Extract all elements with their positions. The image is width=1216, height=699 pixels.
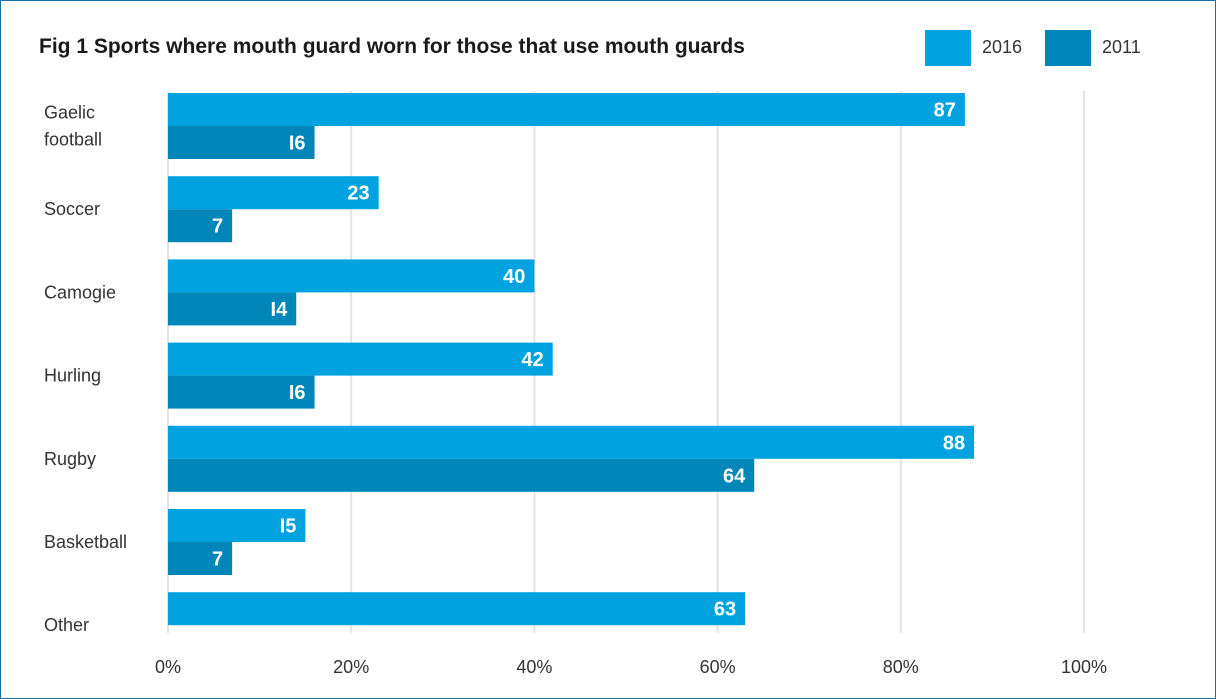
bar-2011 <box>168 375 315 409</box>
data-label-2016: 87 <box>934 100 956 122</box>
legend-label-2016: 2016 <box>982 37 1023 57</box>
category-label: Soccer <box>44 199 100 219</box>
x-tick-label: 100% <box>1061 657 1107 677</box>
data-label-2016: 23 <box>347 183 369 205</box>
bar-2011 <box>168 126 315 159</box>
data-label-2016: 42 <box>521 349 543 371</box>
data-label-2011: 7 <box>212 216 223 238</box>
x-tick-label: 40% <box>516 657 552 677</box>
category-label: Basketball <box>44 532 127 552</box>
bar-2011 <box>168 292 297 326</box>
legend-label-2011: 2011 <box>1102 37 1141 57</box>
bar-2011 <box>168 542 233 575</box>
data-label-2016: 40 <box>503 266 525 288</box>
category-label: Gaelic football <box>44 103 102 150</box>
bar-2016 <box>168 259 535 293</box>
category-label: Hurling <box>44 366 101 386</box>
bar-2016 <box>168 509 306 542</box>
x-tick-label: 20% <box>333 657 369 677</box>
category-label: Camogie <box>44 282 116 302</box>
bar-2016 <box>168 425 975 459</box>
data-label-2011: I6 <box>289 133 306 155</box>
data-label-2016: 63 <box>714 599 736 621</box>
bar-2016 <box>168 93 965 126</box>
legend-swatch-2016 <box>925 30 971 66</box>
bar-2011 <box>168 209 233 243</box>
legend-swatch-2011 <box>1045 30 1091 66</box>
x-tick-label: 80% <box>883 657 919 677</box>
bar-2016 <box>168 342 553 376</box>
data-label-2016: 88 <box>943 432 965 454</box>
chart-title: Fig 1 Sports where mouth guard worn for … <box>39 35 745 58</box>
x-tick-label: 60% <box>700 657 736 677</box>
data-label-2016: I5 <box>280 516 297 538</box>
data-label-2011: I6 <box>289 382 306 404</box>
data-label-2011: 7 <box>212 549 223 571</box>
data-label-2011: 64 <box>723 465 746 487</box>
data-label-2011: I4 <box>271 299 289 321</box>
bar-2016 <box>168 592 746 626</box>
category-label: Rugby <box>44 449 96 469</box>
bar-2011 <box>168 458 755 492</box>
x-tick-label: 0% <box>155 657 181 677</box>
bar-2016 <box>168 176 379 210</box>
category-label: Other <box>44 615 89 635</box>
